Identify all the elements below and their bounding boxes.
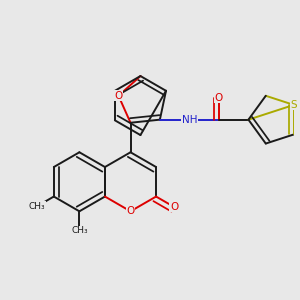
Text: CH₃: CH₃	[28, 202, 45, 211]
Text: O: O	[215, 92, 223, 103]
Text: CH₃: CH₃	[71, 226, 88, 236]
Text: O: O	[114, 91, 123, 101]
Text: S: S	[290, 100, 297, 110]
Text: O: O	[170, 202, 178, 212]
Text: NH: NH	[182, 115, 197, 125]
Text: O: O	[126, 206, 135, 216]
